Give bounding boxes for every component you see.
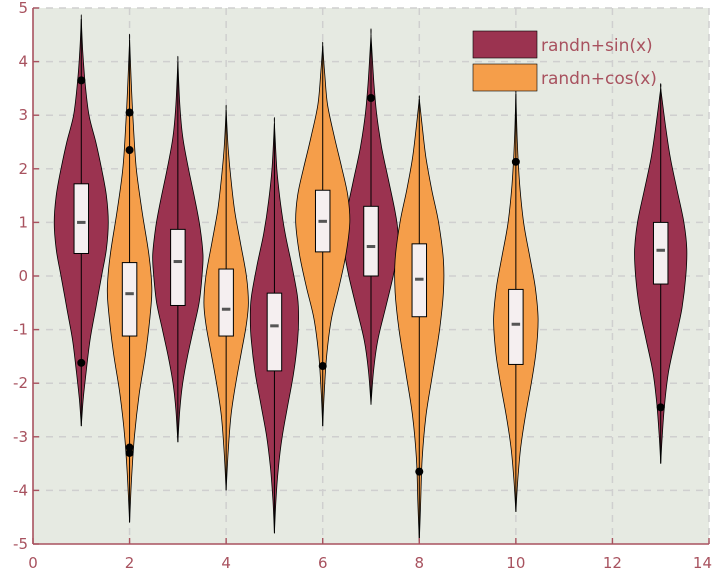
violin <box>249 117 300 534</box>
box <box>73 183 90 254</box>
violin <box>394 95 445 542</box>
violin <box>493 87 539 512</box>
y-tick-label: 3 <box>18 106 28 124</box>
legend-swatch-cos <box>472 63 538 92</box>
box <box>652 221 669 285</box>
box <box>363 205 379 277</box>
box <box>508 288 524 365</box>
x-tick-label: 8 <box>415 554 425 572</box>
y-tick-label: -1 <box>13 321 28 339</box>
outlier-point <box>511 157 520 166</box>
box <box>170 228 186 306</box>
violin <box>295 41 351 427</box>
outlier-point <box>367 94 375 103</box>
violin <box>634 83 688 464</box>
outlier-point <box>77 76 86 85</box>
violin <box>343 28 399 405</box>
outlier-point <box>318 362 327 371</box>
outlier-point <box>125 448 134 457</box>
box <box>218 268 234 337</box>
x-tick-label: 2 <box>125 554 135 572</box>
x-tick-label: 12 <box>603 554 622 572</box>
box <box>121 262 138 337</box>
outlier-point <box>77 358 86 367</box>
x-tick-label: 0 <box>28 554 38 572</box>
violin <box>53 14 109 427</box>
y-tick-label: -2 <box>13 374 28 392</box>
x-tick-label: 4 <box>221 554 231 572</box>
legend: randn+sin(x) randn+cos(x) <box>472 30 657 92</box>
legend-label-sin: randn+sin(x) <box>541 36 653 56</box>
violin <box>203 104 249 491</box>
outlier-point <box>125 108 134 117</box>
y-tick-label: -4 <box>13 481 28 499</box>
x-tick-label: 10 <box>506 554 525 572</box>
legend-label-cos: randn+cos(x) <box>541 69 657 89</box>
y-tick-label: 0 <box>18 267 28 285</box>
y-tick-label: -3 <box>13 428 28 446</box>
outlier-point <box>125 146 134 155</box>
y-tick-label: 1 <box>18 213 28 231</box>
y-tick-label: 5 <box>18 0 28 17</box>
violin <box>152 55 204 443</box>
outlier-point <box>415 467 424 476</box>
x-tick-label: 14 <box>693 554 712 572</box>
legend-swatch-sin <box>472 30 538 59</box>
violin <box>106 33 153 523</box>
y-tick-label: -5 <box>13 535 28 553</box>
box <box>266 292 283 372</box>
x-tick-label: 6 <box>318 554 328 572</box>
outlier-point <box>656 403 665 412</box>
violins <box>53 14 688 542</box>
y-tick-label: 2 <box>18 160 28 178</box>
y-tick-label: 4 <box>18 53 28 71</box>
